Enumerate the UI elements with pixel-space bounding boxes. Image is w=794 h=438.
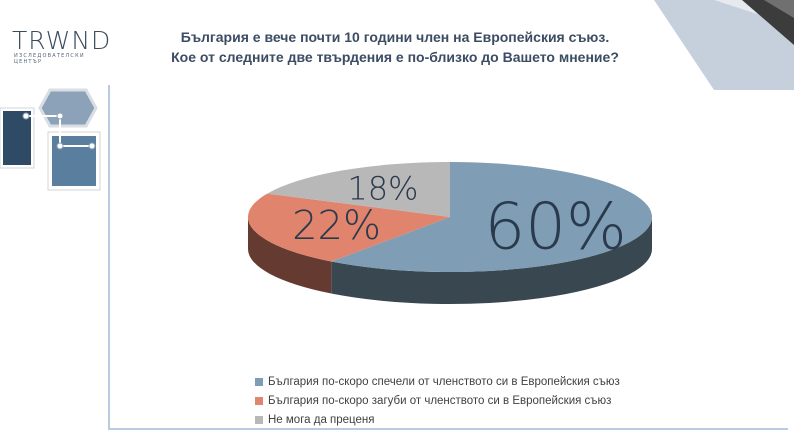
hexagon-decoration [0,88,101,191]
pie-slice-side-2 [248,217,332,294]
legend-item-3: Не мога да преценя [255,410,620,429]
legend-label: България по-скоро спечели от членството … [268,375,620,388]
legend-swatch [255,396,263,405]
pie-slice-2 [248,193,450,262]
pie-slice-3 [267,162,450,217]
legend-label: Не мога да преценя [268,413,375,426]
legend-label: България по-скоро загуби от членството с… [268,394,612,407]
chart-legend: България по-скоро спечели от членството … [255,372,620,429]
pie-slice-1 [331,162,653,272]
brand-logo: TRWND ИЗСЛЕДОВАТЕЛСКИ ЦЕНТЪР [12,26,112,65]
pie-slice-side-1 [331,217,652,304]
pie-chart: 60% 22%18% [248,162,653,304]
legend-item-2: България по-скоро загуби от членството с… [255,391,620,410]
chart-panel [108,85,788,430]
title-line-2: Кое от следните две твърдения е по-близк… [171,49,619,65]
title-line-1: България е вече почти 10 години член на … [180,29,610,45]
logo-wordmark: TRWND [12,26,112,55]
legend-swatch [255,377,263,386]
legend-item-1: България по-скоро спечели от членството … [255,372,620,391]
page-title: България е вече почти 10 години член на … [130,27,660,67]
corner-decoration [654,0,794,90]
pie-data-label-1: 60% [485,191,627,265]
pie-data-label-2: 22% [292,203,381,249]
logo-subtitle: ИЗСЛЕДОВАТЕЛСКИ ЦЕНТЪР [14,53,85,65]
pie-data-label-3: 18% [347,169,418,207]
legend-swatch [255,415,263,424]
